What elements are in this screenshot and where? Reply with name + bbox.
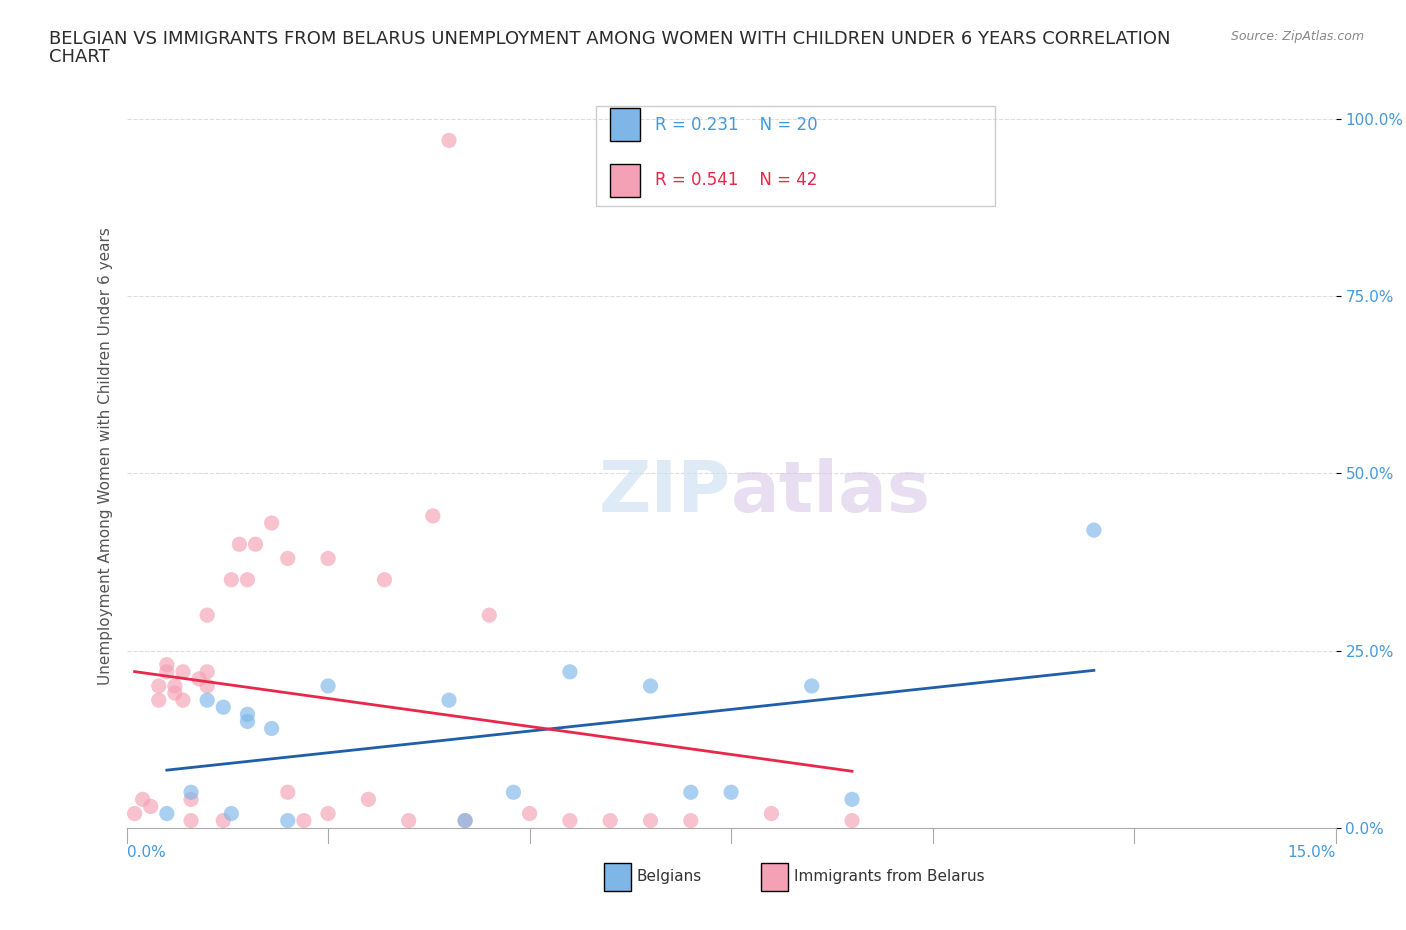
Point [188,671,211,686]
Point [172,664,194,679]
Point [131,792,153,807]
Point [180,792,202,807]
FancyBboxPatch shape [605,863,631,891]
Text: 0.0%: 0.0% [127,845,166,860]
Point [139,799,162,814]
Point [236,714,259,729]
Text: R = 0.231    N = 20: R = 0.231 N = 20 [655,115,817,134]
Point [454,813,477,828]
Point [156,664,179,679]
Point [172,693,194,708]
Point [640,679,662,694]
Y-axis label: Unemployment Among Women with Children Under 6 years: Unemployment Among Women with Children U… [97,227,112,684]
Point [292,813,315,828]
Point [236,707,259,722]
Point [212,699,235,714]
Point [679,785,702,800]
Point [195,693,218,708]
Text: Source: ZipAtlas.com: Source: ZipAtlas.com [1230,30,1364,43]
Point [163,685,186,700]
Point [437,133,460,148]
Point [195,664,218,679]
Point [212,813,235,828]
Point [640,813,662,828]
Text: CHART: CHART [49,48,110,66]
Point [478,607,501,622]
Point [156,806,179,821]
Point [373,572,395,587]
Point [558,813,581,828]
Point [195,679,218,694]
Point [124,806,146,821]
Point [316,551,339,565]
Point [156,658,179,672]
Point [180,813,202,828]
Point [558,664,581,679]
Point [599,813,621,828]
FancyBboxPatch shape [762,863,787,891]
Point [519,806,541,821]
Point [720,785,742,800]
Point [1083,523,1105,538]
Point [260,721,283,736]
Point [148,679,170,694]
Point [761,806,783,821]
Point [679,813,702,828]
Point [398,813,420,828]
Point [437,693,460,708]
Text: R = 0.541    N = 42: R = 0.541 N = 42 [655,171,817,190]
Point [502,785,524,800]
Point [841,792,863,807]
Point [163,679,186,694]
Text: 15.0%: 15.0% [1288,845,1336,860]
Point [148,693,170,708]
Point [357,792,380,807]
Point [841,813,863,828]
Text: Immigrants from Belarus: Immigrants from Belarus [794,870,984,884]
Point [236,572,259,587]
Point [277,551,299,565]
Text: atlas: atlas [731,458,931,527]
Point [277,813,299,828]
Point [221,572,243,587]
Point [245,537,267,551]
Point [180,785,202,800]
Point [316,806,339,821]
Point [800,679,823,694]
FancyBboxPatch shape [610,164,641,197]
Point [316,679,339,694]
Point [221,806,243,821]
Point [422,509,444,524]
Point [454,813,477,828]
Text: ZIP: ZIP [599,458,731,527]
FancyBboxPatch shape [610,108,641,141]
Point [195,607,218,622]
Point [228,537,250,551]
Text: BELGIAN VS IMMIGRANTS FROM BELARUS UNEMPLOYMENT AMONG WOMEN WITH CHILDREN UNDER : BELGIAN VS IMMIGRANTS FROM BELARUS UNEMP… [49,30,1171,47]
Text: Belgians: Belgians [637,870,702,884]
Point [260,515,283,530]
Point [277,785,299,800]
